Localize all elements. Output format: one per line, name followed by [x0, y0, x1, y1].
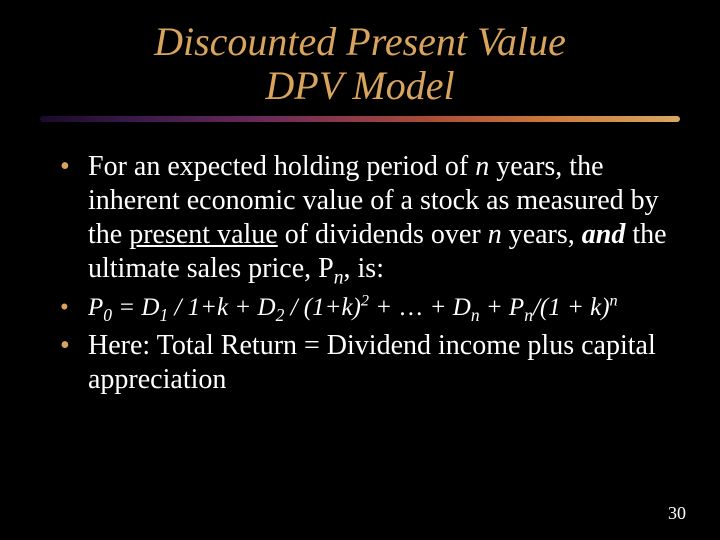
bullet-item: P0 = D1 / 1+k + D2 / (1+k)2 + … + Dn + P… [60, 293, 680, 324]
title-line-1: Discounted Present Value [40, 20, 680, 64]
slide-title: Discounted Present Value DPV Model [40, 20, 680, 108]
page-number: 30 [668, 503, 686, 524]
divider-bar [40, 116, 680, 122]
bullet-list: For an expected holding period of n year… [40, 150, 680, 397]
bullet-item: Here: Total Return = Dividend income plu… [60, 329, 680, 397]
bullet-item: For an expected holding period of n year… [60, 150, 680, 287]
title-line-2: DPV Model [40, 64, 680, 108]
slide: Discounted Present Value DPV Model For a… [0, 0, 720, 540]
